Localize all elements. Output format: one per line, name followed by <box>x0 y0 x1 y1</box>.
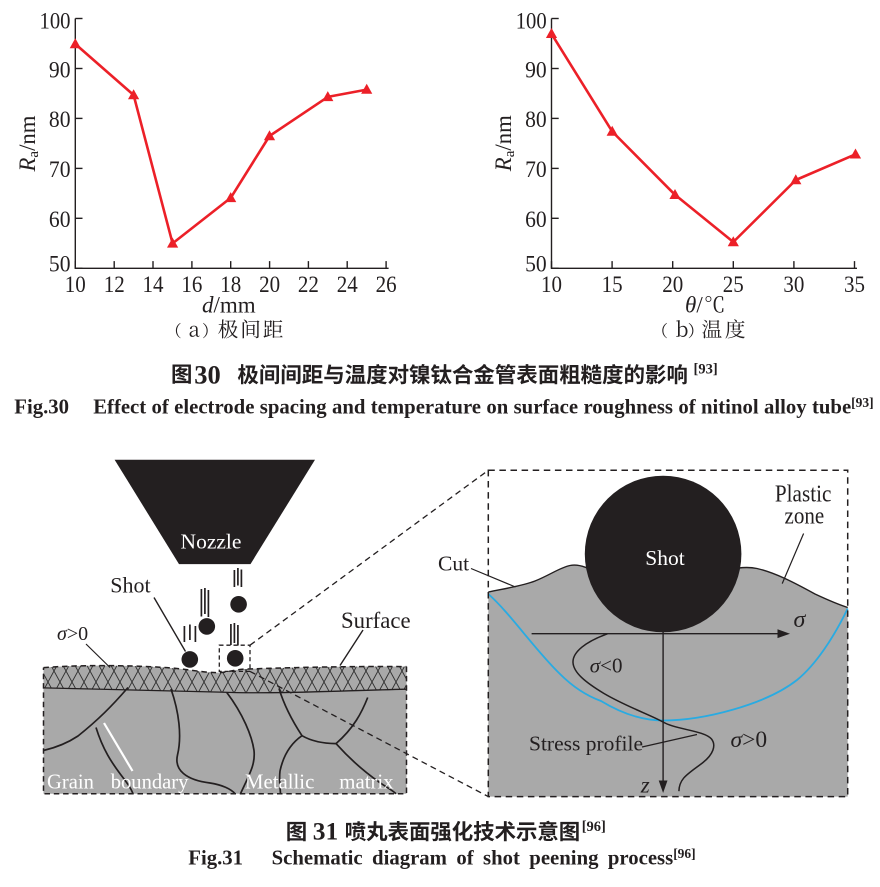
svg-text:Ra/nm: Ra/nm <box>491 115 518 172</box>
svg-text:35: 35 <box>844 272 865 298</box>
svg-text:Grain: Grain <box>47 772 94 794</box>
svg-text:22: 22 <box>298 272 319 298</box>
svg-text:σ>0: σ>0 <box>57 623 88 645</box>
svg-text:d/mm: d/mm <box>202 292 256 317</box>
svg-text:60: 60 <box>525 207 547 233</box>
svg-text:boundary: boundary <box>111 772 189 794</box>
svg-text:50: 50 <box>49 252 71 278</box>
svg-text:24: 24 <box>337 272 358 298</box>
svg-text:80: 80 <box>49 107 71 133</box>
svg-text:[96]: [96] <box>582 819 606 835</box>
svg-text:zone: zone <box>785 503 825 530</box>
svg-text:Cut: Cut <box>438 552 469 576</box>
svg-text:matrix: matrix <box>339 771 394 794</box>
svg-text:26: 26 <box>376 272 397 298</box>
svg-text:Nozzle: Nozzle <box>181 530 242 554</box>
svg-text:Plastic: Plastic <box>775 480 832 507</box>
svg-text:σ>0: σ>0 <box>731 727 768 753</box>
svg-text:30: 30 <box>194 360 221 390</box>
svg-text:10: 10 <box>541 272 562 298</box>
svg-text:30: 30 <box>783 272 804 298</box>
svg-text:z: z <box>640 773 650 798</box>
svg-text:25: 25 <box>723 272 744 298</box>
svg-text:Shot: Shot <box>110 573 150 598</box>
svg-text:[93]: [93] <box>694 361 718 377</box>
svg-text:Ra/nm: Ra/nm <box>15 115 42 172</box>
svg-text:σ: σ <box>794 607 807 633</box>
svg-text:Shot: Shot <box>645 546 684 570</box>
svg-text:90: 90 <box>49 57 71 83</box>
svg-text:100: 100 <box>516 9 547 35</box>
svg-text:θ/: θ/ <box>685 292 703 317</box>
svg-text:31: 31 <box>313 816 339 845</box>
svg-text:50: 50 <box>525 252 547 278</box>
svg-text:15: 15 <box>602 272 623 298</box>
svg-text:70: 70 <box>525 157 547 183</box>
svg-text:100: 100 <box>40 9 71 35</box>
svg-text:Surface: Surface <box>341 608 411 633</box>
svg-text:Metallic: Metallic <box>245 771 314 794</box>
svg-text:90: 90 <box>525 57 547 83</box>
svg-text:10: 10 <box>65 272 86 298</box>
svg-text:20: 20 <box>259 272 280 298</box>
svg-text:80: 80 <box>525 107 547 133</box>
svg-text:18: 18 <box>220 272 241 298</box>
svg-text:70: 70 <box>49 157 71 183</box>
svg-text:60: 60 <box>49 207 71 233</box>
svg-text:14: 14 <box>143 272 164 298</box>
svg-text:16: 16 <box>181 272 202 298</box>
svg-text:Stress profile: Stress profile <box>529 732 643 756</box>
svg-text:20: 20 <box>662 272 683 298</box>
svg-text:σ<0: σ<0 <box>590 654 623 678</box>
svg-text:12: 12 <box>104 272 125 298</box>
